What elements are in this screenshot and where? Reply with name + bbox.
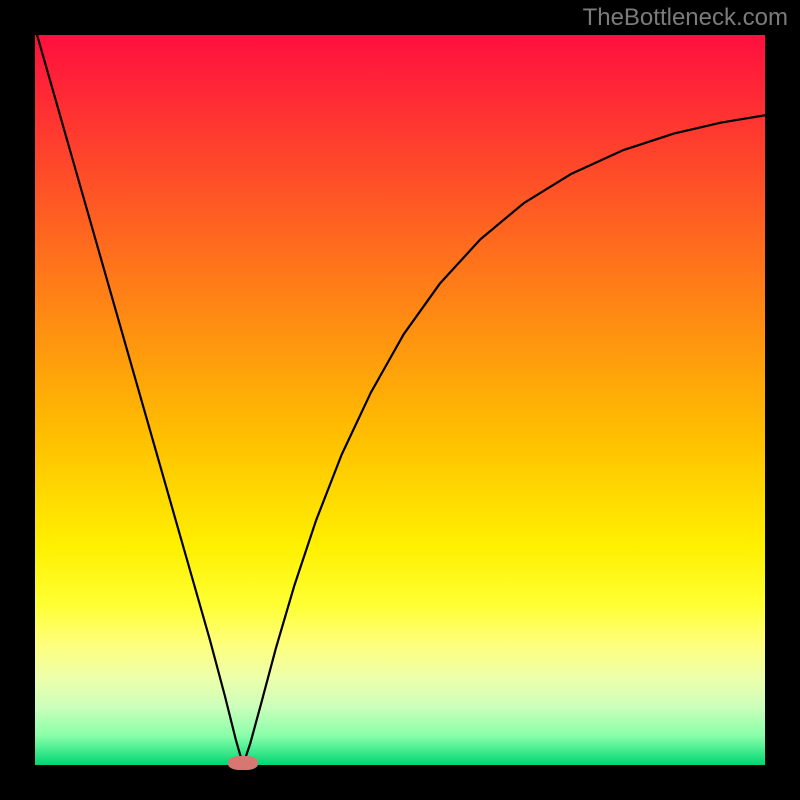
- chart-svg: [35, 35, 765, 765]
- chart-container: TheBottleneck.com: [0, 0, 800, 800]
- watermark-text: TheBottleneck.com: [583, 4, 788, 32]
- plot-area: [35, 35, 765, 765]
- optimal-point-marker: [228, 756, 258, 770]
- gradient-background: [35, 35, 765, 765]
